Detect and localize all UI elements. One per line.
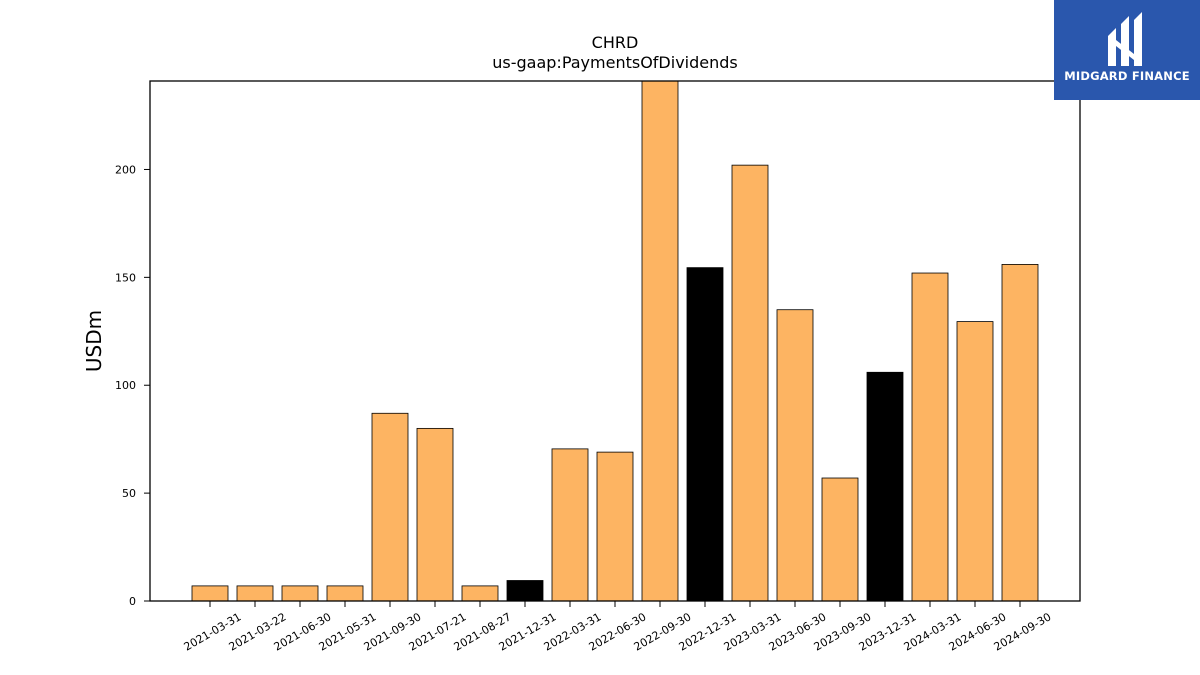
plot-frame xyxy=(149,80,1081,602)
bar-2022-09-30 xyxy=(641,80,679,602)
bar-2021-09-30 xyxy=(371,412,409,602)
bar-2023-12-31 xyxy=(866,371,904,602)
chart-title: CHRD xyxy=(592,33,639,52)
chart-subtitle: us-gaap:PaymentsOfDividends xyxy=(492,53,737,72)
bar-2022-06-30 xyxy=(596,451,634,602)
brand-logo: MIDGARD FINANCE xyxy=(1054,0,1200,100)
y-ticks-group: 0 50 100 150 200 xyxy=(115,163,150,608)
y-tick-label: 0 xyxy=(129,595,136,608)
y-tick-label: 50 xyxy=(122,487,136,500)
bar-2021-05-31 xyxy=(326,585,364,602)
bar-2022-12-31 xyxy=(686,267,724,602)
bar-2024-03-31 xyxy=(911,272,949,602)
brand-name: MIDGARD FINANCE xyxy=(1064,69,1190,83)
bar-2021-08-27 xyxy=(461,585,499,602)
bar-2021-03-22 xyxy=(236,585,274,602)
bar-2023-06-30 xyxy=(776,309,814,602)
bars-group xyxy=(191,80,1039,602)
bar-2021-06-30 xyxy=(281,585,319,602)
bar-2021-03-31 xyxy=(191,585,229,602)
y-axis-label: USDm xyxy=(82,310,106,372)
bar-2021-12-31 xyxy=(506,580,544,602)
bar-2023-03-31 xyxy=(731,164,769,602)
bar-2022-03-31 xyxy=(551,448,589,602)
y-tick-label: 200 xyxy=(115,163,136,176)
y-tick-label: 150 xyxy=(115,271,136,284)
midgard-logo-icon xyxy=(1108,12,1142,66)
bar-2023-09-30 xyxy=(821,477,859,602)
bar-2024-09-30 xyxy=(1001,264,1039,602)
x-ticks-group: 2021-03-312021-03-222021-06-302021-05-31… xyxy=(182,601,1054,654)
bar-2021-07-21 xyxy=(416,427,454,602)
bar-2024-06-30 xyxy=(956,321,994,602)
y-tick-label: 100 xyxy=(115,379,136,392)
